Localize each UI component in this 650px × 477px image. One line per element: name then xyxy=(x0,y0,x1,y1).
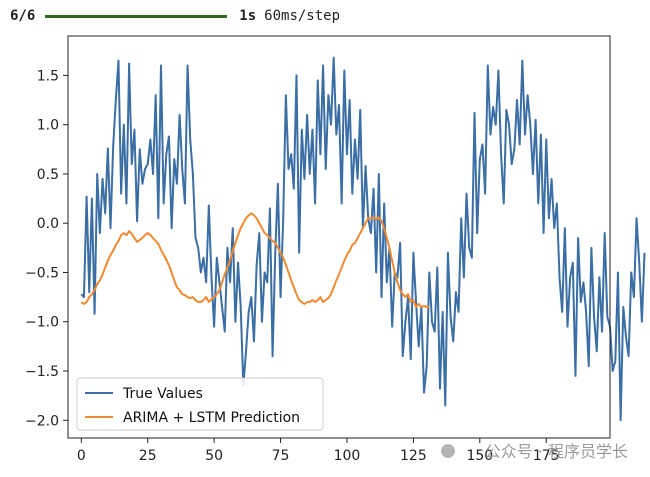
step-rate: 60ms/step xyxy=(264,8,341,24)
x-tick-label: 25 xyxy=(139,448,157,464)
watermark-text: 公众号 · 程序员学长 xyxy=(485,442,628,461)
y-tick-label: −1.0 xyxy=(25,315,59,331)
x-tick-label: 150 xyxy=(466,448,493,464)
series-line-true-values xyxy=(80,56,646,422)
legend-label: True Values xyxy=(122,386,203,402)
legend-label: ARIMA + LSTM Prediction xyxy=(123,410,300,426)
x-tick-label: 100 xyxy=(334,448,361,464)
y-tick-label: −1.5 xyxy=(25,364,59,380)
y-tick-label: 0.5 xyxy=(37,167,59,183)
x-tick-label: 50 xyxy=(205,448,223,464)
wechat-icon xyxy=(441,444,455,458)
x-tick-label: 75 xyxy=(272,448,290,464)
series-line-prediction xyxy=(80,212,430,308)
y-tick-label: 0.0 xyxy=(37,216,59,232)
y-tick-label: −2.0 xyxy=(25,413,59,429)
plot-frame xyxy=(67,35,611,439)
x-tick-label: 175 xyxy=(533,448,560,464)
progress-bar xyxy=(45,14,228,18)
x-tick-label: 125 xyxy=(400,448,427,464)
step-counter: 6/6 xyxy=(10,8,36,24)
legend-box xyxy=(76,377,324,431)
y-tick-label: 1.5 xyxy=(37,68,59,84)
y-tick-label: 1.0 xyxy=(37,118,59,134)
progress-bar-row: 6/6 1s 60ms/step xyxy=(10,6,340,26)
elapsed-time: 1s xyxy=(239,8,257,24)
x-tick-label: 0 xyxy=(77,448,86,464)
y-tick-label: −0.5 xyxy=(25,265,59,281)
